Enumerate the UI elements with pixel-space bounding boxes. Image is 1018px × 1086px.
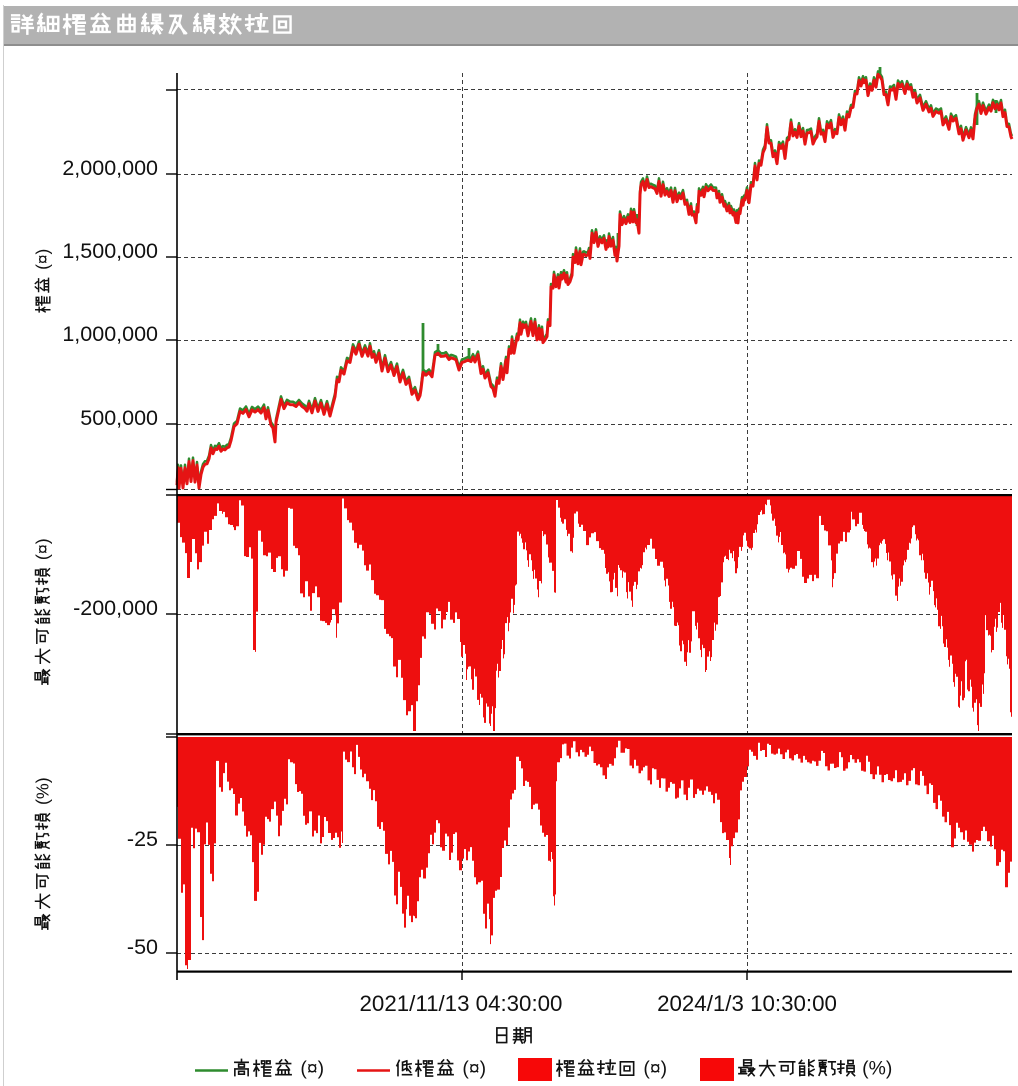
svg-text:(¤): (¤) bbox=[33, 538, 53, 565]
svg-text:2024/1/3 10:30:00: 2024/1/3 10:30:00 bbox=[657, 991, 837, 1016]
svg-text:500,000: 500,000 bbox=[80, 406, 158, 430]
svg-text:(¤): (¤) bbox=[457, 1058, 486, 1080]
svg-text:-25: -25 bbox=[127, 827, 158, 851]
svg-text:(¤): (¤) bbox=[32, 249, 52, 275]
svg-text:-50: -50 bbox=[127, 935, 158, 959]
svg-text:(%): (%) bbox=[857, 1058, 893, 1080]
svg-text:2,000,000: 2,000,000 bbox=[62, 156, 158, 180]
svg-text:(%): (%) bbox=[33, 777, 53, 810]
svg-text:1,000,000: 1,000,000 bbox=[62, 322, 158, 346]
svg-text:(¤): (¤) bbox=[638, 1058, 667, 1080]
svg-text:2021/11/13 04:30:00: 2021/11/13 04:30:00 bbox=[360, 991, 563, 1016]
svg-text:-200,000: -200,000 bbox=[73, 596, 158, 620]
svg-text:(¤): (¤) bbox=[295, 1058, 324, 1080]
svg-text:1,500,000: 1,500,000 bbox=[62, 239, 158, 263]
